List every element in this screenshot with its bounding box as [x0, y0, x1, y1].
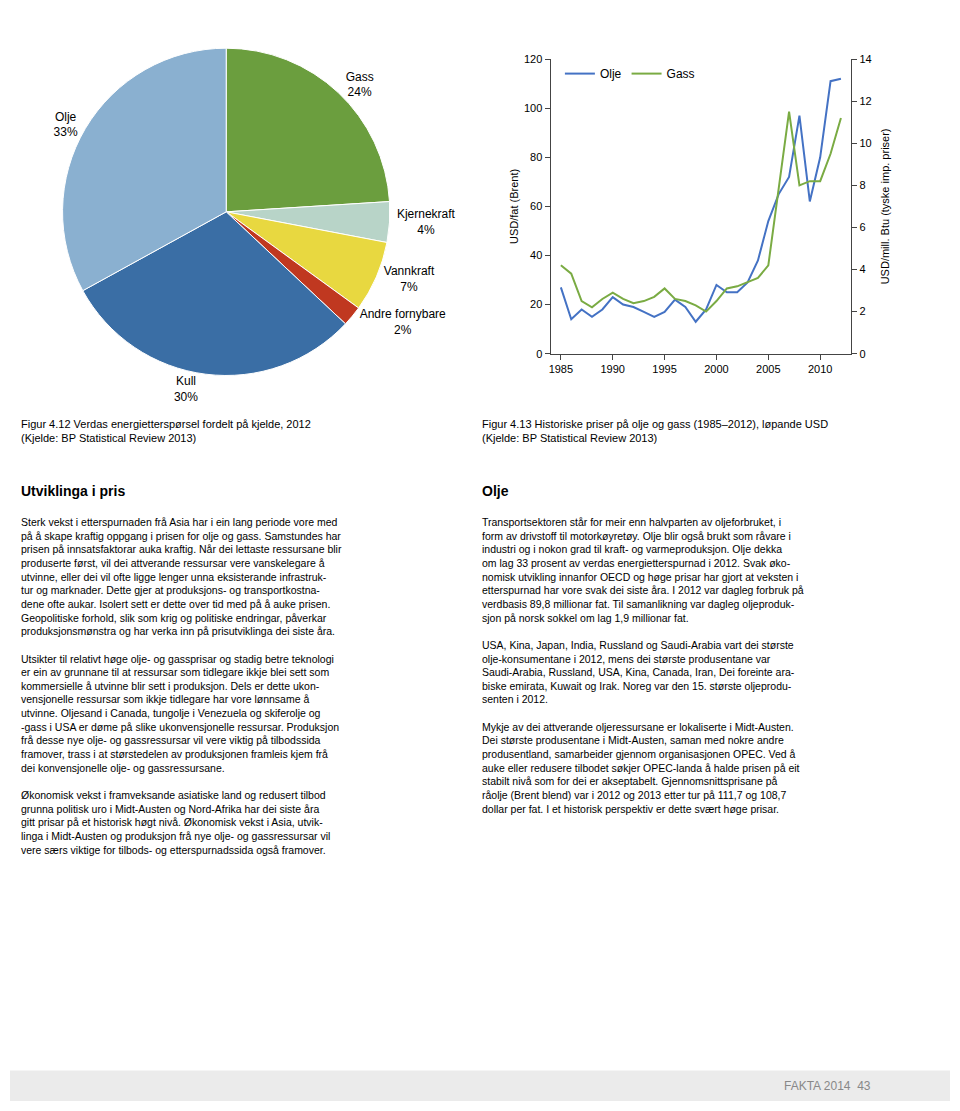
svg-text:6: 6 [860, 221, 866, 233]
svg-text:2010: 2010 [808, 363, 832, 375]
svg-text:USD/fat (Brent): USD/fat (Brent) [509, 169, 521, 244]
svg-text:Figur 4.13 Historiske priser p: Figur 4.13 Historiske priser på olje og … [482, 418, 828, 444]
svg-text:40: 40 [530, 249, 542, 261]
svg-text:80: 80 [530, 151, 542, 163]
svg-text:Gass24%: Gass24% [346, 70, 374, 100]
svg-text:4: 4 [860, 263, 866, 275]
svg-text:USD/mill. Btu (tyske imp. pris: USD/mill. Btu (tyske imp. priser) [879, 128, 891, 284]
svg-text:2000: 2000 [704, 363, 728, 375]
svg-text:20: 20 [530, 298, 542, 310]
svg-text:120: 120 [524, 53, 542, 65]
svg-text:100: 100 [524, 102, 542, 114]
svg-text:2005: 2005 [756, 363, 780, 375]
svg-text:FAKTA 2014 43: FAKTA 2014 43 [784, 1079, 871, 1093]
svg-text:60: 60 [530, 200, 542, 212]
svg-text:2: 2 [860, 305, 866, 317]
svg-text:Transportsektoren står for mei: Transportsektoren står for meir enn halv… [482, 516, 804, 815]
svg-text:0: 0 [860, 348, 866, 360]
svg-text:Olje: Olje [600, 67, 622, 81]
svg-text:12: 12 [860, 95, 872, 107]
svg-text:Kull30%: Kull30% [174, 374, 198, 404]
svg-text:Olje: Olje [482, 483, 509, 499]
svg-text:8: 8 [860, 179, 866, 191]
svg-text:1990: 1990 [600, 363, 624, 375]
svg-text:Figur 4.12 Verdas energietters: Figur 4.12 Verdas energietterspørsel for… [21, 418, 311, 444]
svg-text:Sterk vekst i etterspurnaden f: Sterk vekst i etterspurnaden frå Asia ha… [21, 516, 342, 856]
svg-text:10: 10 [860, 137, 872, 149]
svg-text:14: 14 [860, 53, 872, 65]
svg-text:1995: 1995 [652, 363, 676, 375]
svg-text:Utviklinga i pris: Utviklinga i pris [21, 483, 125, 499]
svg-text:1985: 1985 [549, 363, 573, 375]
svg-text:Vannkraft7%: Vannkraft7% [384, 264, 435, 294]
svg-text:Andre fornybare2%: Andre fornybare2% [360, 307, 446, 337]
svg-text:Olje33%: Olje33% [54, 110, 78, 140]
svg-text:Gass: Gass [667, 67, 695, 81]
svg-text:0: 0 [536, 348, 542, 360]
svg-text:Kjernekraft4%: Kjernekraft4% [397, 207, 456, 237]
